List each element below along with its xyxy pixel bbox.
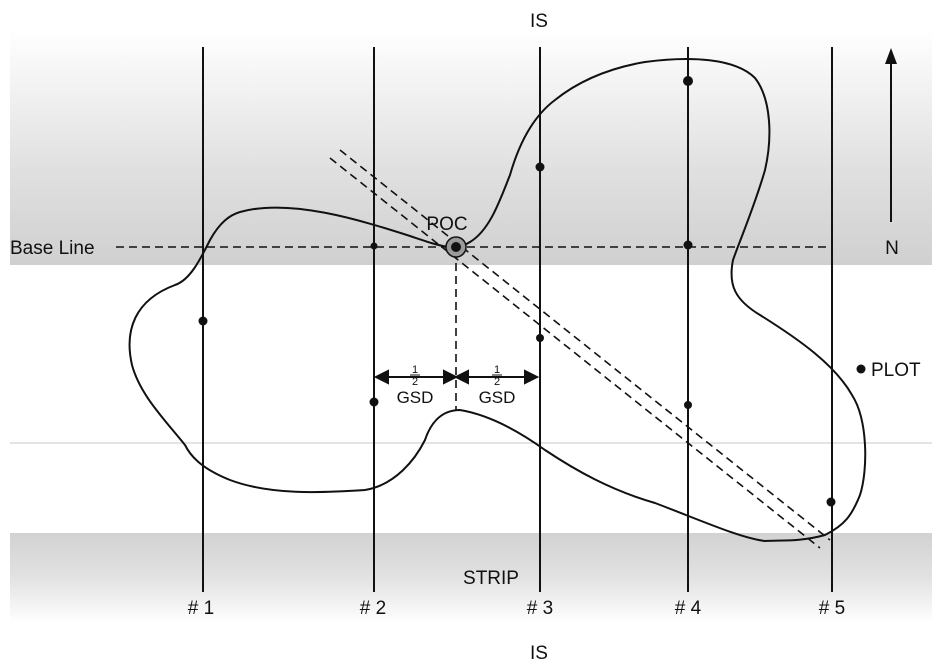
svg-text:GSD: GSD [479, 388, 516, 407]
sample-point [370, 242, 378, 250]
sample-point [369, 397, 379, 407]
svg-text:2: 2 [494, 376, 500, 388]
strip-label: STRIP [463, 568, 519, 589]
sample-point [826, 497, 836, 507]
diagonal-dashed-line-a [329, 157, 821, 549]
half-gsd-label-left: 1 2 GSD [397, 364, 434, 407]
bottom-is-label: IS [530, 643, 548, 664]
sampling-points [198, 76, 836, 507]
poc-marker [445, 236, 467, 258]
sample-point [683, 240, 693, 250]
transect-label-3: # 3 [527, 598, 553, 619]
north-arrow-icon [885, 48, 897, 222]
transect-label-1: # 1 [188, 598, 214, 619]
sample-point [683, 76, 693, 86]
diagonal-dashed-line-b [339, 149, 831, 541]
svg-text:GSD: GSD [397, 388, 434, 407]
svg-text:1: 1 [494, 364, 500, 376]
sample-point [198, 316, 208, 326]
sample-point [684, 401, 692, 409]
half-gsd-arrows [373, 369, 540, 385]
top-shaded-band [10, 30, 932, 265]
top-is-label: IS [530, 11, 548, 32]
half-gsd-label-right: 1 2 GSD [479, 364, 516, 407]
plot-legend-dot [856, 364, 866, 374]
base-line-label: Base Line [10, 238, 95, 259]
bottom-shaded-band [10, 533, 932, 623]
north-label: N [885, 238, 899, 259]
plot-label: PLOT [871, 360, 921, 381]
transect-label-4: # 4 [675, 598, 702, 619]
poc-label: POC [426, 214, 467, 235]
sample-point [536, 334, 544, 342]
plot-boundary [128, 58, 867, 543]
sample-point [535, 162, 545, 172]
transect-label-5: # 5 [819, 598, 845, 619]
svg-text:2: 2 [412, 376, 418, 388]
svg-text:1: 1 [412, 364, 418, 376]
transect-label-2: # 2 [360, 598, 386, 619]
